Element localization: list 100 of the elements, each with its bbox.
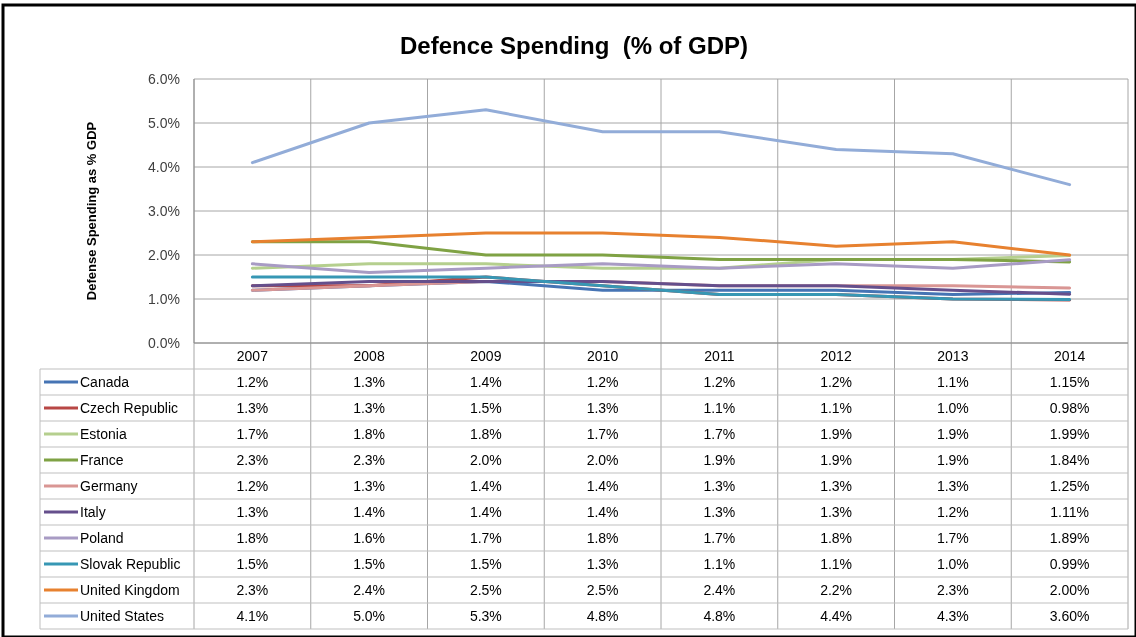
legend-label: Czech Republic	[80, 400, 179, 416]
data-label: 1.2%	[820, 374, 853, 390]
data-label: 1.0%	[936, 556, 969, 572]
legend-label: Slovak Republic	[80, 556, 181, 572]
data-label: 4.8%	[703, 608, 736, 624]
data-label: 1.7%	[586, 426, 619, 442]
x-tick-label: 2008	[353, 348, 385, 364]
x-tick-label: 2013	[937, 348, 969, 364]
legend-label: France	[80, 452, 124, 468]
data-label: 1.9%	[820, 452, 853, 468]
data-label: 2.5%	[469, 582, 502, 598]
data-label: 1.8%	[820, 530, 853, 546]
data-label: 1.3%	[236, 400, 269, 416]
data-label: 1.3%	[703, 478, 736, 494]
data-label: 1.1%	[703, 556, 736, 572]
data-label: 2.0%	[469, 452, 502, 468]
data-label: 1.11%	[1050, 504, 1089, 520]
data-label: 2.2%	[820, 582, 853, 598]
data-label: 2.4%	[703, 582, 736, 598]
x-tick-label: 2009	[470, 348, 502, 364]
legend-label: United Kingdom	[80, 582, 180, 598]
data-label: 1.9%	[936, 452, 969, 468]
data-label: 1.7%	[703, 530, 736, 546]
data-label: 1.4%	[469, 478, 502, 494]
data-label: 1.1%	[703, 400, 736, 416]
y-tick-label: 4.0%	[148, 159, 180, 175]
data-label: 1.3%	[820, 504, 853, 520]
data-label: 1.25%	[1049, 478, 1090, 494]
y-tick-label: 3.0%	[148, 203, 180, 219]
chart-title: Defence Spending (% of GDP)	[399, 32, 749, 59]
data-label: 4.4%	[820, 608, 853, 624]
y-tick-label: 0.0%	[148, 335, 180, 351]
data-label: 1.8%	[469, 426, 502, 442]
data-label: 4.8%	[586, 608, 619, 624]
data-label: 1.2%	[936, 504, 969, 520]
data-label: 2.3%	[353, 452, 386, 468]
data-label: 1.3%	[353, 478, 386, 494]
data-label: 2.0%	[586, 452, 619, 468]
legend-label: Canada	[80, 374, 130, 390]
data-label: 1.3%	[353, 400, 386, 416]
data-label: 1.84%	[1049, 452, 1090, 468]
data-label: 1.6%	[353, 530, 386, 546]
data-label: 1.4%	[469, 504, 502, 520]
x-tick-label: 2012	[820, 348, 852, 364]
data-label: 2.3%	[236, 452, 269, 468]
data-label: 1.4%	[469, 374, 502, 390]
data-label: 1.9%	[820, 426, 853, 442]
data-label: 1.0%	[936, 400, 969, 416]
data-label: 1.8%	[353, 426, 386, 442]
y-axis-title: Defense Spending as % GDP	[84, 121, 99, 301]
data-label: 1.2%	[236, 478, 269, 494]
y-tick-label: 1.0%	[148, 291, 180, 307]
data-label: 2.00%	[1049, 582, 1090, 598]
data-label: 1.3%	[353, 374, 386, 390]
data-label: 3.60%	[1049, 608, 1090, 624]
y-tick-label: 5.0%	[148, 115, 180, 131]
legend-label: Poland	[80, 530, 124, 546]
data-label: 5.0%	[353, 608, 386, 624]
data-label: 1.1%	[820, 556, 853, 572]
data-label: 1.8%	[236, 530, 269, 546]
y-tick-label: 2.0%	[148, 247, 180, 263]
data-label: 1.89%	[1049, 530, 1090, 546]
data-label: 1.9%	[936, 426, 969, 442]
legend-label: Germany	[80, 478, 138, 494]
data-label: 1.3%	[703, 504, 736, 520]
data-label: 1.2%	[586, 374, 619, 390]
data-label: 1.7%	[703, 426, 736, 442]
data-label: 1.2%	[236, 374, 269, 390]
x-tick-label: 2010	[587, 348, 619, 364]
data-label: 1.5%	[469, 556, 502, 572]
data-label: 1.5%	[236, 556, 269, 572]
data-label: 2.3%	[936, 582, 969, 598]
data-label: 1.4%	[353, 504, 386, 520]
data-label: 4.3%	[936, 608, 969, 624]
data-label: 1.1%	[820, 400, 853, 416]
data-label: 2.3%	[236, 582, 269, 598]
data-label: 1.5%	[353, 556, 386, 572]
x-tick-label: 2007	[236, 348, 269, 364]
legend-label: Italy	[80, 504, 106, 520]
data-label: 1.1%	[936, 374, 969, 390]
data-label: 1.15%	[1049, 374, 1090, 390]
data-label: 5.3%	[469, 608, 502, 624]
x-tick-label: 2014	[1054, 348, 1086, 364]
data-label: 1.7%	[469, 530, 502, 546]
data-label: 1.5%	[469, 400, 502, 416]
legend-label: Estonia	[80, 426, 127, 442]
legend-label: United States	[80, 608, 165, 624]
data-label: 4.1%	[236, 608, 269, 624]
data-label: 1.4%	[586, 504, 619, 520]
data-label: 1.7%	[236, 426, 269, 442]
data-label: 1.7%	[936, 530, 969, 546]
data-label: 1.3%	[586, 400, 619, 416]
data-label: 2.5%	[586, 582, 619, 598]
data-label: 1.3%	[936, 478, 969, 494]
data-label: 2.4%	[353, 582, 386, 598]
data-label: 0.99%	[1049, 556, 1090, 572]
y-tick-label: 6.0%	[148, 71, 180, 87]
data-label: 1.2%	[703, 374, 736, 390]
data-label: 1.3%	[820, 478, 853, 494]
data-label: 0.98%	[1049, 400, 1090, 416]
